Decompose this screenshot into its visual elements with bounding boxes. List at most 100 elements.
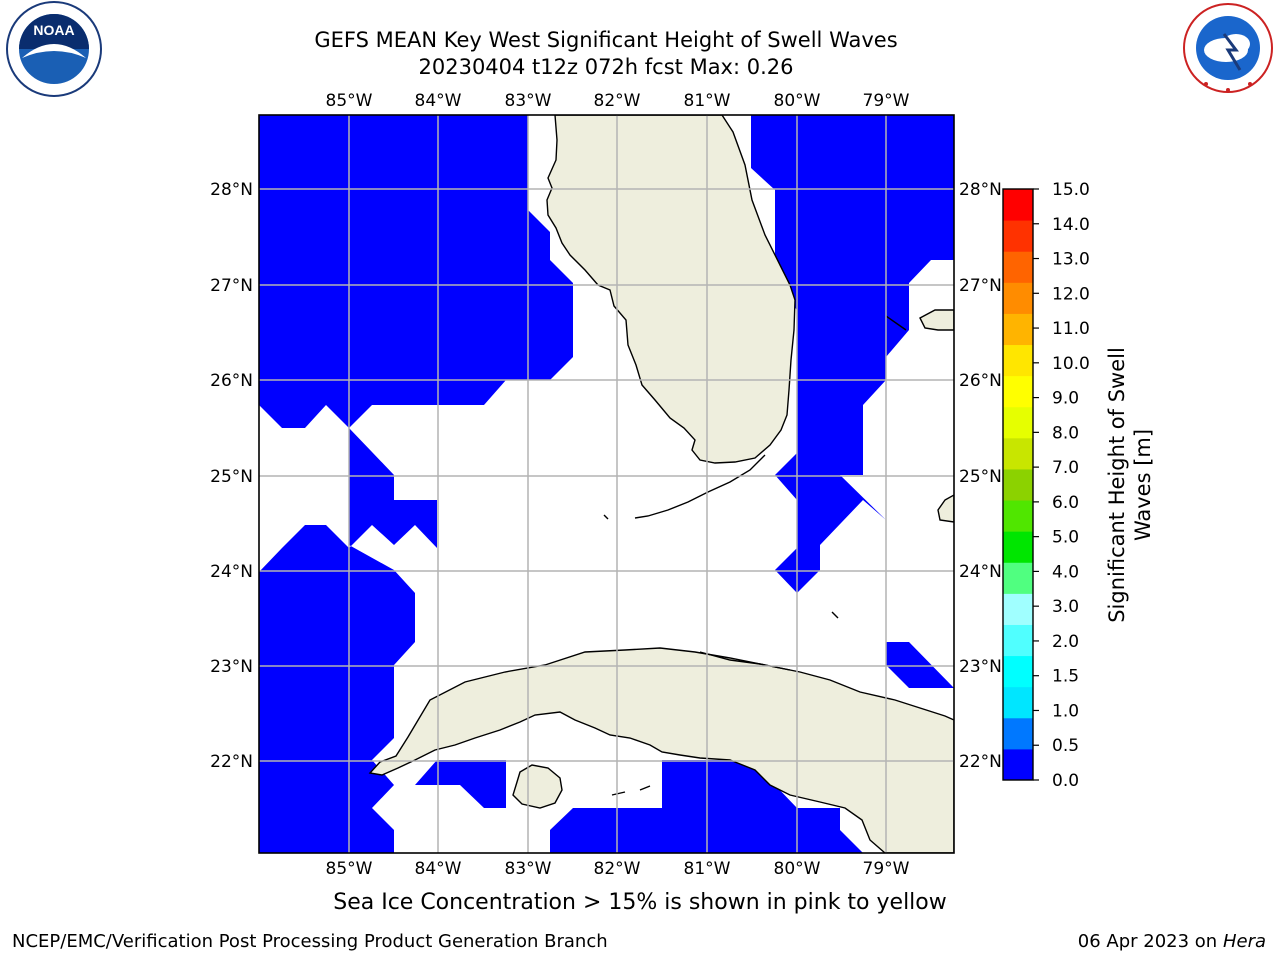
colorbar-tick-label: 8.0	[1052, 423, 1079, 443]
colorbar-tick-label: 3.0	[1052, 597, 1079, 617]
lat-label: 27°N	[210, 276, 253, 296]
colorbar-label: Significant Height of Swell Waves [m]	[1105, 347, 1155, 623]
colorbar-swatch	[1003, 717, 1033, 750]
colorbar-tick-label: 0.5	[1052, 736, 1079, 756]
colorbar-tick-label: 12.0	[1052, 284, 1090, 304]
noaa-logo-text: NOAA	[33, 22, 74, 38]
colorbar-tick-label: 13.0	[1052, 250, 1090, 270]
small-islands	[603, 315, 907, 796]
swell-region-bahamas-south	[886, 642, 954, 688]
lat-label: 25°N	[959, 467, 1002, 487]
colorbar-swatch	[1003, 375, 1033, 408]
colorbar-tick-label: 1.5	[1052, 667, 1079, 687]
lon-label: 84°W	[415, 859, 462, 879]
colorbar-swatch	[1003, 313, 1033, 346]
lat-label: 28°N	[959, 180, 1002, 200]
colorbar-tick-label: 1.0	[1052, 701, 1079, 721]
lat-label: 23°N	[210, 657, 253, 677]
lat-label: 27°N	[959, 276, 1002, 296]
lon-label: 85°W	[326, 859, 373, 879]
colorbar-swatch	[1003, 562, 1033, 594]
lon-label: 83°W	[505, 91, 552, 111]
lat-label: 26°N	[959, 371, 1002, 391]
colorbar-swatch	[1003, 624, 1033, 657]
colorbar-tick-label: 0.0	[1052, 771, 1079, 791]
colorbar-tick-label: 11.0	[1052, 319, 1090, 339]
run-date-text: 06 Apr 2023 on	[1077, 931, 1218, 952]
run-host: Hera	[1222, 931, 1266, 952]
lon-label: 82°W	[594, 91, 641, 111]
colorbar-swatch	[1003, 468, 1033, 501]
colorbar-tick-label: 5.0	[1052, 528, 1079, 548]
colorbar-swatch	[1003, 748, 1033, 781]
lon-labels-top: 85°W 84°W 83°W 82°W 81°W 80°W 79°W	[326, 91, 910, 111]
colorbar-swatch	[1003, 500, 1033, 532]
lon-label: 80°W	[774, 859, 821, 879]
credit-text: NCEP/EMC/Verification Post Processing Pr…	[12, 931, 608, 952]
cay-sal	[831, 611, 839, 619]
lon-label: 82°W	[594, 859, 641, 879]
sea-ice-note: Sea Ice Concentration > 15% is shown in …	[333, 890, 947, 915]
chart-subtitle: 20230404 t12z 072h fcst Max: 0.26	[418, 55, 794, 79]
swell-region-gulf-north	[259, 115, 573, 428]
colorbar-tick-label: 4.0	[1052, 562, 1079, 582]
colorbar-tick-label: 2.0	[1052, 632, 1079, 652]
lon-label: 83°W	[505, 859, 552, 879]
lon-label: 81°W	[684, 859, 731, 879]
colorbar-swatch	[1003, 220, 1033, 252]
lon-label: 79°W	[863, 859, 910, 879]
coastlines	[368, 115, 954, 853]
colorbar: 0.0 0.5 1.0 1.5 2.0 3.0 4.0 5.0 6.0 7.0 8.0 9.0 10.0…	[1002, 180, 1090, 791]
land-andros	[919, 309, 954, 331]
bahamas-east	[885, 315, 907, 331]
colorbar-tick-label: 15.0	[1052, 180, 1090, 200]
graticule	[259, 115, 954, 853]
cayman-small	[611, 785, 651, 796]
colorbar-tick-label: 10.0	[1052, 354, 1090, 374]
colorbar-tick-label: 6.0	[1052, 493, 1079, 513]
colorbar-swatch	[1003, 282, 1033, 314]
lon-label: 79°W	[863, 91, 910, 111]
lat-label: 22°N	[959, 752, 1002, 772]
colorbar-swatch	[1003, 686, 1033, 719]
land-bahamas-grand	[937, 494, 954, 523]
colorbar-label-line2: Waves [m]	[1131, 429, 1155, 541]
noaa-logo: NOAA	[6, 1, 102, 97]
colorbar-swatch	[1003, 437, 1033, 470]
swell-region-gulf-center	[259, 428, 437, 853]
lat-labels-right: 28°N 27°N 26°N 25°N 24°N 23°N 22°N	[959, 180, 1002, 772]
cuba-north-cays	[699, 651, 791, 671]
dry-tortugas	[603, 514, 609, 520]
lat-label: 25°N	[210, 467, 253, 487]
colorbar-swatch	[1003, 593, 1033, 625]
chart-title: GEFS MEAN Key West Significant Height of…	[314, 28, 898, 52]
colorbar-tick-label: 9.0	[1052, 389, 1079, 409]
colorbar-swatch	[1003, 531, 1033, 563]
swell-region-atlantic-north	[751, 115, 954, 593]
colorbar-swatch	[1003, 189, 1033, 221]
lon-label: 80°W	[774, 91, 821, 111]
colorbar-tick-label: 14.0	[1052, 215, 1090, 235]
lat-label: 22°N	[210, 752, 253, 772]
colorbar-swatch	[1003, 251, 1033, 283]
land-isle-of-youth	[512, 764, 563, 809]
lat-label: 28°N	[210, 180, 253, 200]
colorbar-swatch	[1003, 344, 1033, 377]
colorbar-label-line1: Significant Height of Swell	[1105, 347, 1129, 623]
lon-label: 84°W	[415, 91, 462, 111]
lat-label: 26°N	[210, 371, 253, 391]
map-frame	[258, 114, 955, 854]
colorbar-swatch	[1003, 406, 1033, 439]
colorbar-swatch	[1003, 655, 1033, 688]
land-cuba	[368, 647, 954, 853]
florida-keys	[634, 454, 766, 519]
lon-labels-bottom: 85°W 84°W 83°W 82°W 81°W 80°W 79°W	[326, 859, 910, 879]
colorbar-tick-label: 7.0	[1052, 458, 1079, 478]
lat-label: 24°N	[210, 562, 253, 582]
nws-logo	[1183, 3, 1273, 93]
lon-label: 85°W	[326, 91, 373, 111]
run-date: 06 Apr 2023 on Hera	[1078, 931, 1266, 952]
lat-label: 23°N	[959, 657, 1002, 677]
colorbar-frame	[1002, 188, 1034, 781]
lat-label: 24°N	[959, 562, 1002, 582]
